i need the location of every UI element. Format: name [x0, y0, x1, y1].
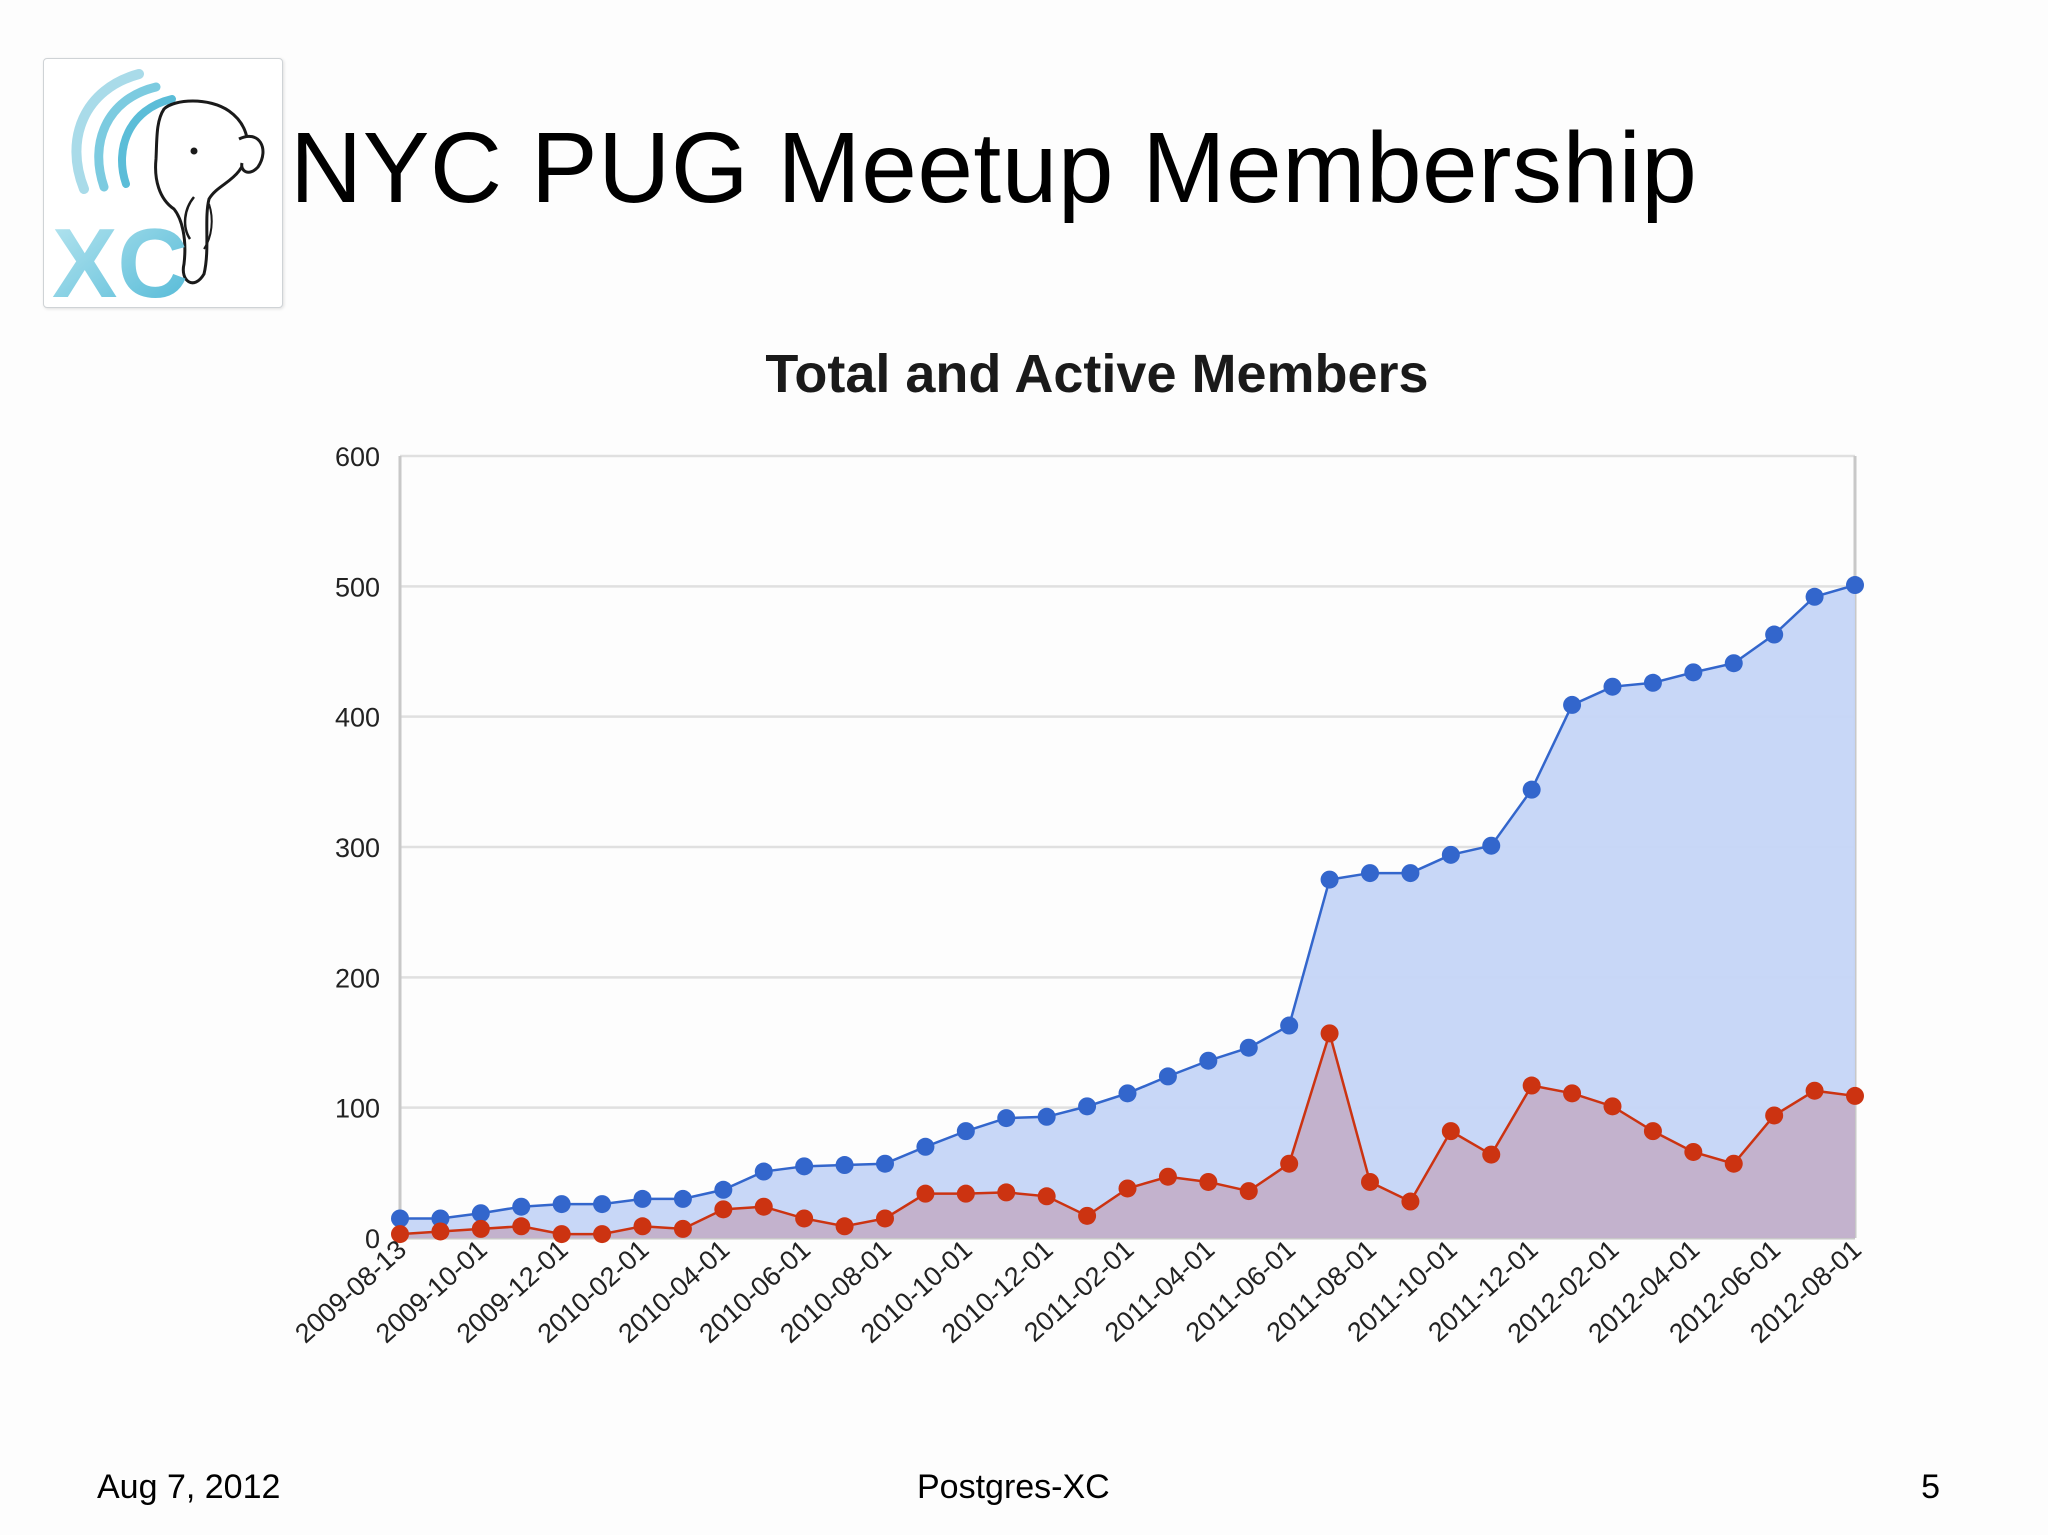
- total-members-point: [714, 1181, 732, 1199]
- y-tick-label: 500: [335, 572, 380, 602]
- active-members-point: [1806, 1082, 1824, 1100]
- total-members-point: [836, 1156, 854, 1174]
- total-members-point: [1321, 871, 1339, 889]
- active-members-point: [1401, 1193, 1419, 1211]
- total-members-point: [997, 1109, 1015, 1127]
- total-members-point: [674, 1190, 692, 1208]
- active-members-point: [674, 1220, 692, 1238]
- total-members-point: [1846, 576, 1864, 594]
- active-members-point: [714, 1200, 732, 1218]
- total-members-point: [1280, 1017, 1298, 1035]
- chart-areas: [400, 585, 1855, 1238]
- chart-title: Total and Active Members: [765, 344, 1428, 404]
- page-number: 5: [1921, 1470, 1940, 1504]
- active-members-point: [1119, 1179, 1137, 1197]
- total-members-point: [391, 1209, 409, 1227]
- total-members-point: [1401, 864, 1419, 882]
- total-members-point: [1199, 1052, 1217, 1070]
- active-members-point: [755, 1198, 773, 1216]
- active-members-point: [1644, 1122, 1662, 1140]
- active-members-point: [431, 1222, 449, 1240]
- footer-title: Postgres-XC: [917, 1470, 1110, 1504]
- active-members-point: [1523, 1077, 1541, 1095]
- total-members-point: [1240, 1039, 1258, 1057]
- active-members-point: [916, 1185, 934, 1203]
- active-members-point: [1240, 1182, 1258, 1200]
- y-tick-label: 300: [335, 833, 380, 863]
- active-members-point: [1442, 1122, 1460, 1140]
- total-members-point: [957, 1122, 975, 1140]
- total-members-point: [1684, 663, 1702, 681]
- total-members-point: [1725, 654, 1743, 672]
- y-tick-label: 400: [335, 703, 380, 733]
- total-members-point: [795, 1157, 813, 1175]
- active-members-point: [512, 1217, 530, 1235]
- active-members-point: [1078, 1207, 1096, 1225]
- total-members-point: [1361, 864, 1379, 882]
- y-tick-label: 200: [335, 963, 380, 993]
- active-members-point: [1038, 1187, 1056, 1205]
- active-members-point: [1846, 1087, 1864, 1105]
- total-members-point: [755, 1163, 773, 1181]
- active-members-point: [876, 1209, 894, 1227]
- active-members-point: [1159, 1168, 1177, 1186]
- total-members-point: [472, 1204, 490, 1222]
- y-tick-label: 600: [335, 442, 380, 472]
- membership-chart: Total and Active Members 010020030040050…: [0, 0, 2048, 1460]
- active-members-point: [1482, 1146, 1500, 1164]
- total-members-point: [1442, 846, 1460, 864]
- total-members-point: [593, 1195, 611, 1213]
- active-members-point: [593, 1225, 611, 1243]
- total-members-point: [1482, 837, 1500, 855]
- active-members-point: [1361, 1173, 1379, 1191]
- active-members-point: [795, 1209, 813, 1227]
- total-members-point: [1038, 1108, 1056, 1126]
- active-members-point: [997, 1183, 1015, 1201]
- active-members-point: [957, 1185, 975, 1203]
- footer-date: Aug 7, 2012: [97, 1470, 280, 1504]
- total-members-point: [1765, 626, 1783, 644]
- total-members-point: [512, 1198, 530, 1216]
- active-members-point: [1765, 1106, 1783, 1124]
- active-members-point: [1604, 1097, 1622, 1115]
- active-members-point: [1280, 1155, 1298, 1173]
- y-tick-label: 100: [335, 1094, 380, 1124]
- active-members-point: [1684, 1143, 1702, 1161]
- total-members-point: [876, 1155, 894, 1173]
- total-members-point: [1523, 781, 1541, 799]
- total-members-point: [553, 1195, 571, 1213]
- total-members-point: [1078, 1097, 1096, 1115]
- total-members-point: [1604, 678, 1622, 696]
- total-members-point: [916, 1138, 934, 1156]
- total-members-point: [1563, 696, 1581, 714]
- active-members-point: [1725, 1155, 1743, 1173]
- active-members-point: [472, 1220, 490, 1238]
- active-members-point: [836, 1217, 854, 1235]
- active-members-point: [1563, 1084, 1581, 1102]
- total-members-point: [634, 1190, 652, 1208]
- total-members-point: [1159, 1067, 1177, 1085]
- total-members-point: [1119, 1084, 1137, 1102]
- active-members-point: [1199, 1173, 1217, 1191]
- total-members-point: [1644, 674, 1662, 692]
- total-members-point: [1806, 588, 1824, 606]
- active-members-point: [1321, 1024, 1339, 1042]
- active-members-point: [634, 1217, 652, 1235]
